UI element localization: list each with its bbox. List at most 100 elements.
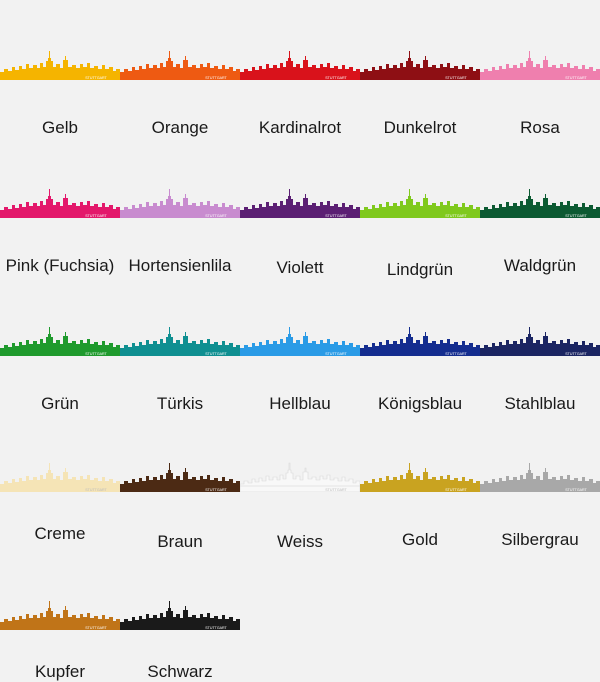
skyline-city-text: STUTTGART	[205, 352, 227, 356]
skyline-silhouette: STUTTGART	[0, 463, 120, 492]
skyline-city-text: STUTTGART	[445, 76, 467, 80]
skyline-base-band	[480, 486, 600, 492]
skyline-base-band	[120, 74, 240, 80]
skyline-city-text: STUTTGART	[565, 488, 587, 492]
skyline-base-band	[480, 74, 600, 80]
skyline-city-text: STUTTGART	[205, 626, 227, 630]
skyline-city-text: STUTTGART	[85, 352, 107, 356]
skyline-city-text: STUTTGART	[325, 76, 347, 80]
skyline-base-band	[240, 350, 360, 356]
color-swatch-label: Pink (Fuchsia)	[5, 256, 115, 275]
color-swatch-label: Orange	[151, 118, 209, 137]
skyline-base-band	[480, 212, 600, 218]
skyline-shape	[120, 601, 240, 626]
skyline-silhouette: STUTTGART	[120, 189, 240, 218]
skyline-base-band	[0, 212, 120, 218]
skyline-base-band	[120, 212, 240, 218]
skyline-shape	[240, 327, 360, 352]
skyline-base-band	[360, 350, 480, 356]
skyline-shape	[0, 189, 120, 214]
color-swatch-label: Stahlblau	[504, 394, 576, 413]
skyline-shape	[240, 51, 360, 76]
skyline-base-band	[120, 486, 240, 492]
skyline-silhouette: STUTTGART	[480, 189, 600, 218]
color-swatch-label: Creme	[34, 524, 86, 543]
skyline-silhouette: STUTTGART	[360, 463, 480, 492]
skyline-base-band	[0, 74, 120, 80]
skyline-base-band	[0, 486, 120, 492]
skyline-base-band	[240, 212, 360, 218]
skyline-city-text: STUTTGART	[445, 214, 467, 218]
skyline-base-band	[120, 624, 240, 630]
skyline-shape	[0, 601, 120, 626]
skyline-silhouette: STUTTGART	[120, 601, 240, 630]
skyline-silhouette: STUTTGART	[240, 462, 360, 492]
skyline-silhouette: STUTTGART	[480, 463, 600, 492]
skyline-shape	[480, 463, 600, 488]
skyline-city-text: STUTTGART	[205, 488, 227, 492]
skyline-city-text: STUTTGART	[325, 352, 347, 356]
skyline-silhouette: STUTTGART	[0, 327, 120, 356]
skyline-shape	[240, 462, 360, 489]
skyline-base-band	[240, 485, 360, 492]
color-swatch-label: Grün	[41, 394, 79, 413]
skyline-silhouette: STUTTGART	[480, 327, 600, 356]
skyline-silhouette: STUTTGART	[240, 189, 360, 218]
skyline-base-band	[0, 350, 120, 356]
color-swatch-label: Hortensienlila	[128, 256, 232, 275]
skyline-silhouette: STUTTGART	[360, 189, 480, 218]
color-swatch-label: Gelb	[42, 118, 78, 137]
color-swatch-label: Gold	[402, 530, 438, 549]
skyline-shape	[480, 51, 600, 76]
color-swatch-label: Weiss	[277, 532, 323, 551]
color-swatch-label: Dunkelrot	[383, 118, 457, 137]
skyline-base-band	[0, 624, 120, 630]
skyline-city-text: STUTTGART	[205, 76, 227, 80]
skyline-shape	[0, 51, 120, 76]
skyline-city-text: STUTTGART	[205, 214, 227, 218]
skyline-city-text: STUTTGART	[445, 488, 467, 492]
skyline-shape	[0, 327, 120, 352]
skyline-city-text: STUTTGART	[85, 214, 107, 218]
skyline-city-text: STUTTGART	[445, 352, 467, 356]
skyline-shape	[240, 189, 360, 214]
color-swatch-label: Kupfer	[34, 662, 86, 681]
skyline-base-band	[240, 74, 360, 80]
skyline-city-text: STUTTGART	[325, 488, 347, 492]
skyline-silhouette: STUTTGART	[120, 463, 240, 492]
skyline-silhouette: STUTTGART	[120, 51, 240, 80]
color-swatch-label: Schwarz	[147, 662, 213, 681]
skyline-shape	[360, 189, 480, 214]
skyline-shape	[0, 463, 120, 488]
skyline-base-band	[480, 350, 600, 356]
skyline-base-band	[120, 350, 240, 356]
color-swatch-label: Silbergrau	[501, 530, 579, 549]
skyline-shape	[360, 51, 480, 76]
skyline-base-band	[360, 212, 480, 218]
skyline-shape	[360, 327, 480, 352]
skyline-city-text: STUTTGART	[325, 214, 347, 218]
color-swatch-label: Lindgrün	[386, 260, 454, 279]
skyline-silhouette: STUTTGART	[360, 327, 480, 356]
skyline-shape	[120, 189, 240, 214]
skyline-silhouette: STUTTGART	[0, 51, 120, 80]
color-swatch-label: Waldgrün	[503, 256, 577, 275]
skyline-shape	[360, 463, 480, 488]
skyline-city-text: STUTTGART	[565, 214, 587, 218]
skyline-city-text: STUTTGART	[565, 76, 587, 80]
color-swatch-label: Violett	[276, 258, 324, 277]
color-swatch-label: Braun	[157, 532, 203, 551]
skyline-silhouette: STUTTGART	[0, 189, 120, 218]
color-swatch-label: Türkis	[156, 394, 204, 413]
skyline-base-band	[360, 74, 480, 80]
skyline-silhouette: STUTTGART	[360, 51, 480, 80]
skyline-city-text: STUTTGART	[565, 352, 587, 356]
skyline-silhouette: STUTTGART	[240, 327, 360, 356]
skyline-silhouette: STUTTGART	[480, 51, 600, 80]
skyline-shape	[120, 463, 240, 488]
skyline-silhouette: STUTTGART	[0, 601, 120, 630]
skyline-silhouette: STUTTGART	[240, 51, 360, 80]
skyline-city-text: STUTTGART	[85, 76, 107, 80]
color-swatch-label: Kardinalrot	[258, 118, 342, 137]
color-swatch-label: Rosa	[520, 118, 560, 137]
